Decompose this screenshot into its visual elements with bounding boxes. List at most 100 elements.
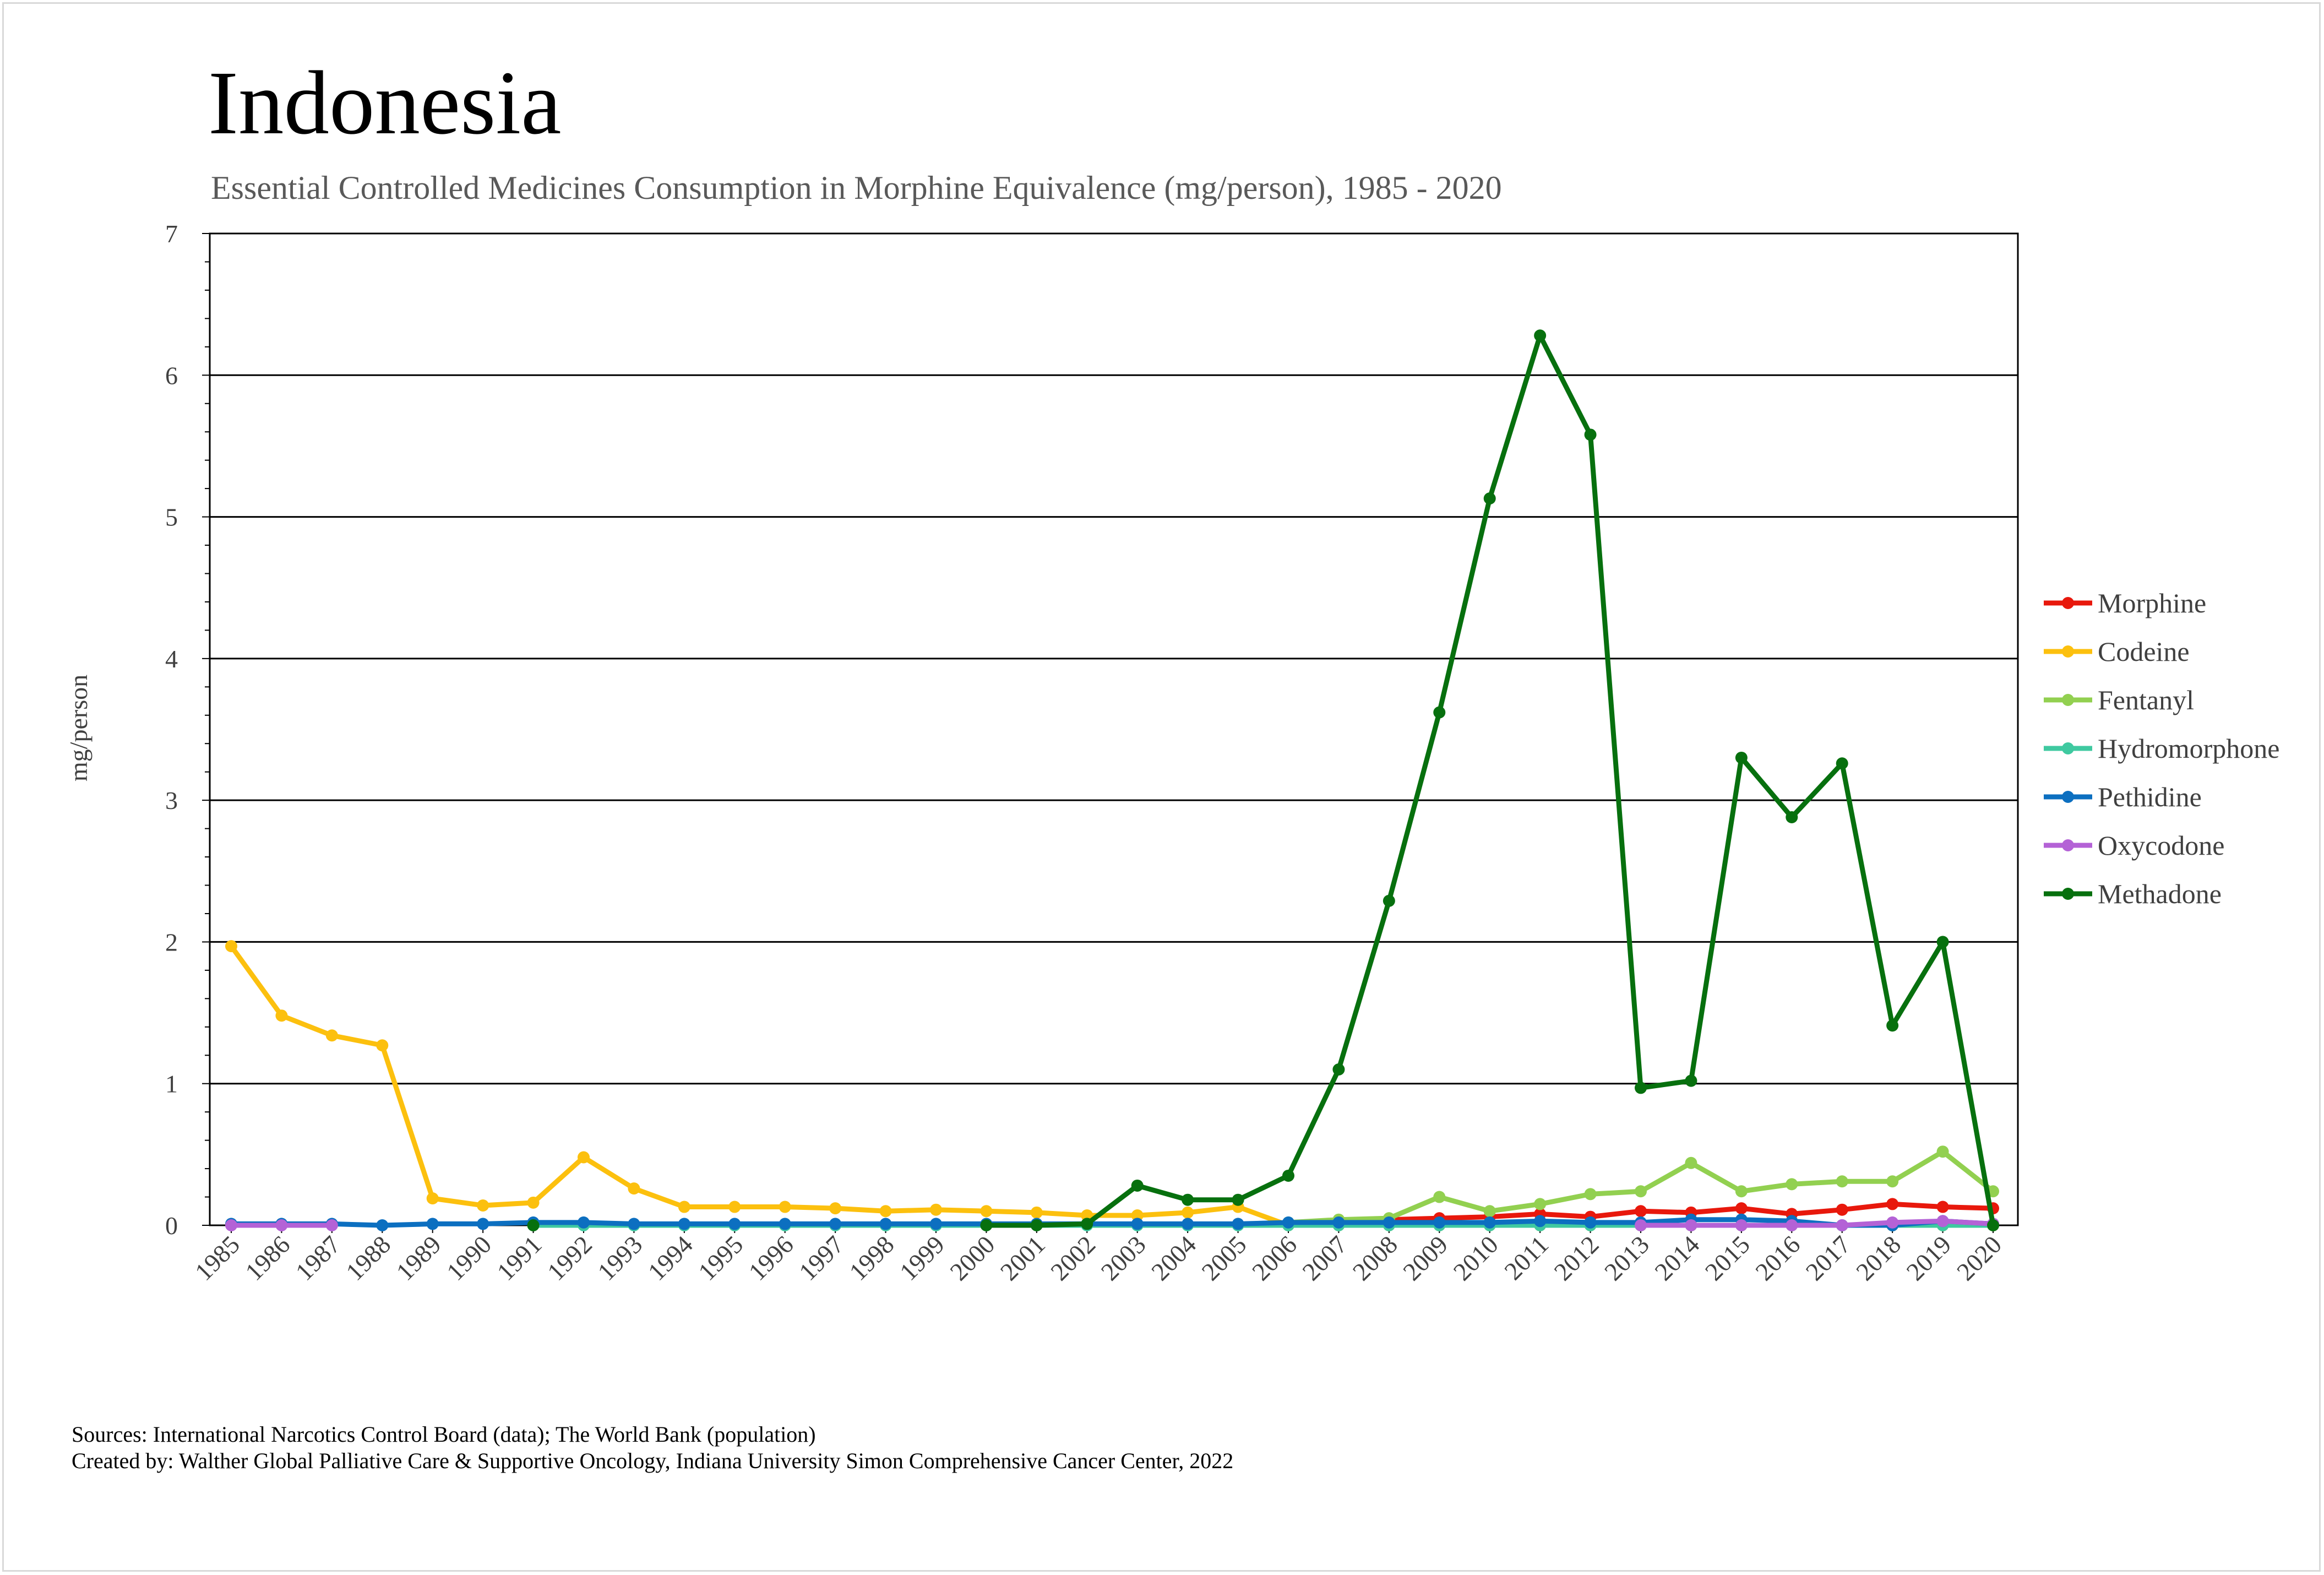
data-point-morphine — [1735, 1202, 1748, 1215]
x-tick-label: 2017 — [1800, 1230, 1856, 1286]
data-point-methadone — [1282, 1169, 1294, 1182]
y-tick-label: 4 — [165, 645, 178, 673]
data-point-oxycodone — [1735, 1219, 1748, 1231]
data-point-pethidine — [678, 1218, 690, 1230]
x-tick-label: 2014 — [1649, 1230, 1705, 1286]
data-point-pethidine — [1131, 1218, 1144, 1230]
x-tick-label: 1999 — [894, 1230, 950, 1286]
x-tick-label: 2018 — [1851, 1230, 1906, 1286]
y-tick-label: 5 — [165, 503, 178, 531]
x-tick-label: 1996 — [743, 1230, 799, 1286]
x-tick-label: 2007 — [1297, 1230, 1352, 1286]
legend-label: Fentanyl — [2098, 685, 2194, 715]
data-point-methadone — [527, 1219, 540, 1231]
legend-marker — [2062, 694, 2074, 706]
data-point-oxycodone — [275, 1219, 288, 1231]
legend-marker — [2062, 597, 2074, 609]
data-point-codeine — [930, 1203, 942, 1216]
data-point-fentanyl — [1635, 1185, 1647, 1198]
x-tick-label: 1994 — [643, 1230, 698, 1286]
data-point-methadone — [1685, 1074, 1697, 1087]
data-point-pethidine — [1232, 1218, 1244, 1230]
legend-item-hydromorphone: Hydromorphone — [2044, 733, 2280, 764]
legend-item-fentanyl: Fentanyl — [2044, 685, 2194, 715]
data-point-fentanyl — [1886, 1175, 1899, 1188]
x-tick-label: 2016 — [1750, 1230, 1805, 1286]
legend-item-codeine: Codeine — [2044, 636, 2190, 667]
y-tick-label: 0 — [165, 1212, 178, 1240]
x-tick-label: 2010 — [1448, 1230, 1504, 1286]
data-point-methadone — [1735, 751, 1748, 764]
series-line-pethidine — [228, 1217, 1996, 1228]
data-point-pethidine — [1182, 1218, 1194, 1230]
data-point-codeine — [426, 1192, 439, 1205]
data-point-methadone — [1836, 757, 1848, 770]
data-point-oxycodone — [1936, 1215, 1949, 1228]
footer-created-by: Created by: Walther Global Palliative Ca… — [72, 1448, 1233, 1473]
y-tick-label: 2 — [165, 928, 178, 956]
data-point-oxycodone — [1886, 1216, 1899, 1229]
legend-label: Oxycodone — [2098, 830, 2225, 861]
y-tick-label: 1 — [165, 1070, 178, 1098]
data-point-pethidine — [728, 1218, 741, 1230]
y-tick-label: 6 — [165, 361, 178, 389]
data-point-morphine — [1635, 1205, 1647, 1218]
data-point-pethidine — [879, 1218, 892, 1230]
x-tick-label: 2009 — [1397, 1230, 1453, 1286]
series-methadone — [527, 329, 1999, 1231]
data-point-pethidine — [1282, 1216, 1294, 1229]
data-point-fentanyl — [1584, 1188, 1597, 1201]
data-point-methadone — [1635, 1082, 1647, 1094]
data-point-codeine — [678, 1201, 690, 1213]
y-tick-label: 7 — [165, 220, 178, 248]
legend-label: Pethidine — [2098, 781, 2202, 812]
y-tick-label: 3 — [165, 786, 178, 814]
legend-item-pethidine: Pethidine — [2044, 781, 2202, 812]
legend-item-methadone: Methadone — [2044, 878, 2222, 909]
data-point-morphine — [1836, 1203, 1848, 1216]
data-point-methadone — [1987, 1219, 1999, 1231]
axes: 0 1 2 3 4 5 6 7 19851986198719881989199019911992… — [165, 220, 2007, 1286]
x-tick-label: 2012 — [1549, 1230, 1604, 1286]
legend: Morphine Codeine Fentanyl Hydromorphone Peth… — [2044, 588, 2280, 909]
x-tick-label: 1987 — [290, 1230, 346, 1286]
footer-sources: Sources: International Narcotics Control… — [72, 1422, 816, 1447]
data-point-pethidine — [1483, 1216, 1496, 1229]
data-point-fentanyl — [1836, 1175, 1848, 1188]
x-tick-label: 2008 — [1347, 1230, 1403, 1286]
data-point-methadone — [1030, 1219, 1043, 1231]
data-point-oxycodone — [1635, 1219, 1647, 1231]
data-point-pethidine — [1534, 1215, 1547, 1228]
data-point-methadone — [1182, 1193, 1194, 1206]
data-point-codeine — [879, 1205, 892, 1218]
data-point-fentanyl — [1685, 1156, 1697, 1169]
x-tick-label: 2006 — [1247, 1230, 1302, 1286]
x-tick-label: 1998 — [844, 1230, 900, 1286]
data-point-methadone — [1534, 329, 1547, 342]
legend-item-morphine: Morphine — [2044, 588, 2206, 618]
series-line-methadone — [983, 333, 1996, 1228]
data-point-codeine — [829, 1202, 842, 1215]
chart-subtitle: Essential Controlled Medicines Consumpti… — [211, 170, 1502, 206]
x-tick-label: 1993 — [592, 1230, 647, 1286]
data-point-methadone — [1232, 1193, 1244, 1206]
x-tick-label: 2013 — [1599, 1230, 1654, 1286]
data-point-codeine — [578, 1151, 590, 1164]
legend-marker — [2062, 839, 2074, 851]
data-point-fentanyl — [1483, 1205, 1496, 1218]
x-tick-label: 1997 — [793, 1230, 849, 1286]
data-point-pethidine — [829, 1218, 842, 1230]
data-point-oxycodone — [225, 1219, 237, 1231]
data-point-pethidine — [1332, 1216, 1345, 1229]
chart-title: Indonesia — [208, 52, 561, 153]
x-tick-label: 2011 — [1499, 1230, 1554, 1285]
data-point-codeine — [477, 1199, 489, 1212]
data-point-methadone — [1483, 492, 1496, 505]
data-point-fentanyl — [1735, 1185, 1748, 1198]
series-lines — [225, 329, 1999, 1231]
data-point-oxycodone — [1836, 1219, 1848, 1231]
data-point-methadone — [980, 1219, 993, 1231]
data-point-methadone — [1886, 1019, 1899, 1032]
data-point-oxycodone — [1685, 1219, 1697, 1231]
